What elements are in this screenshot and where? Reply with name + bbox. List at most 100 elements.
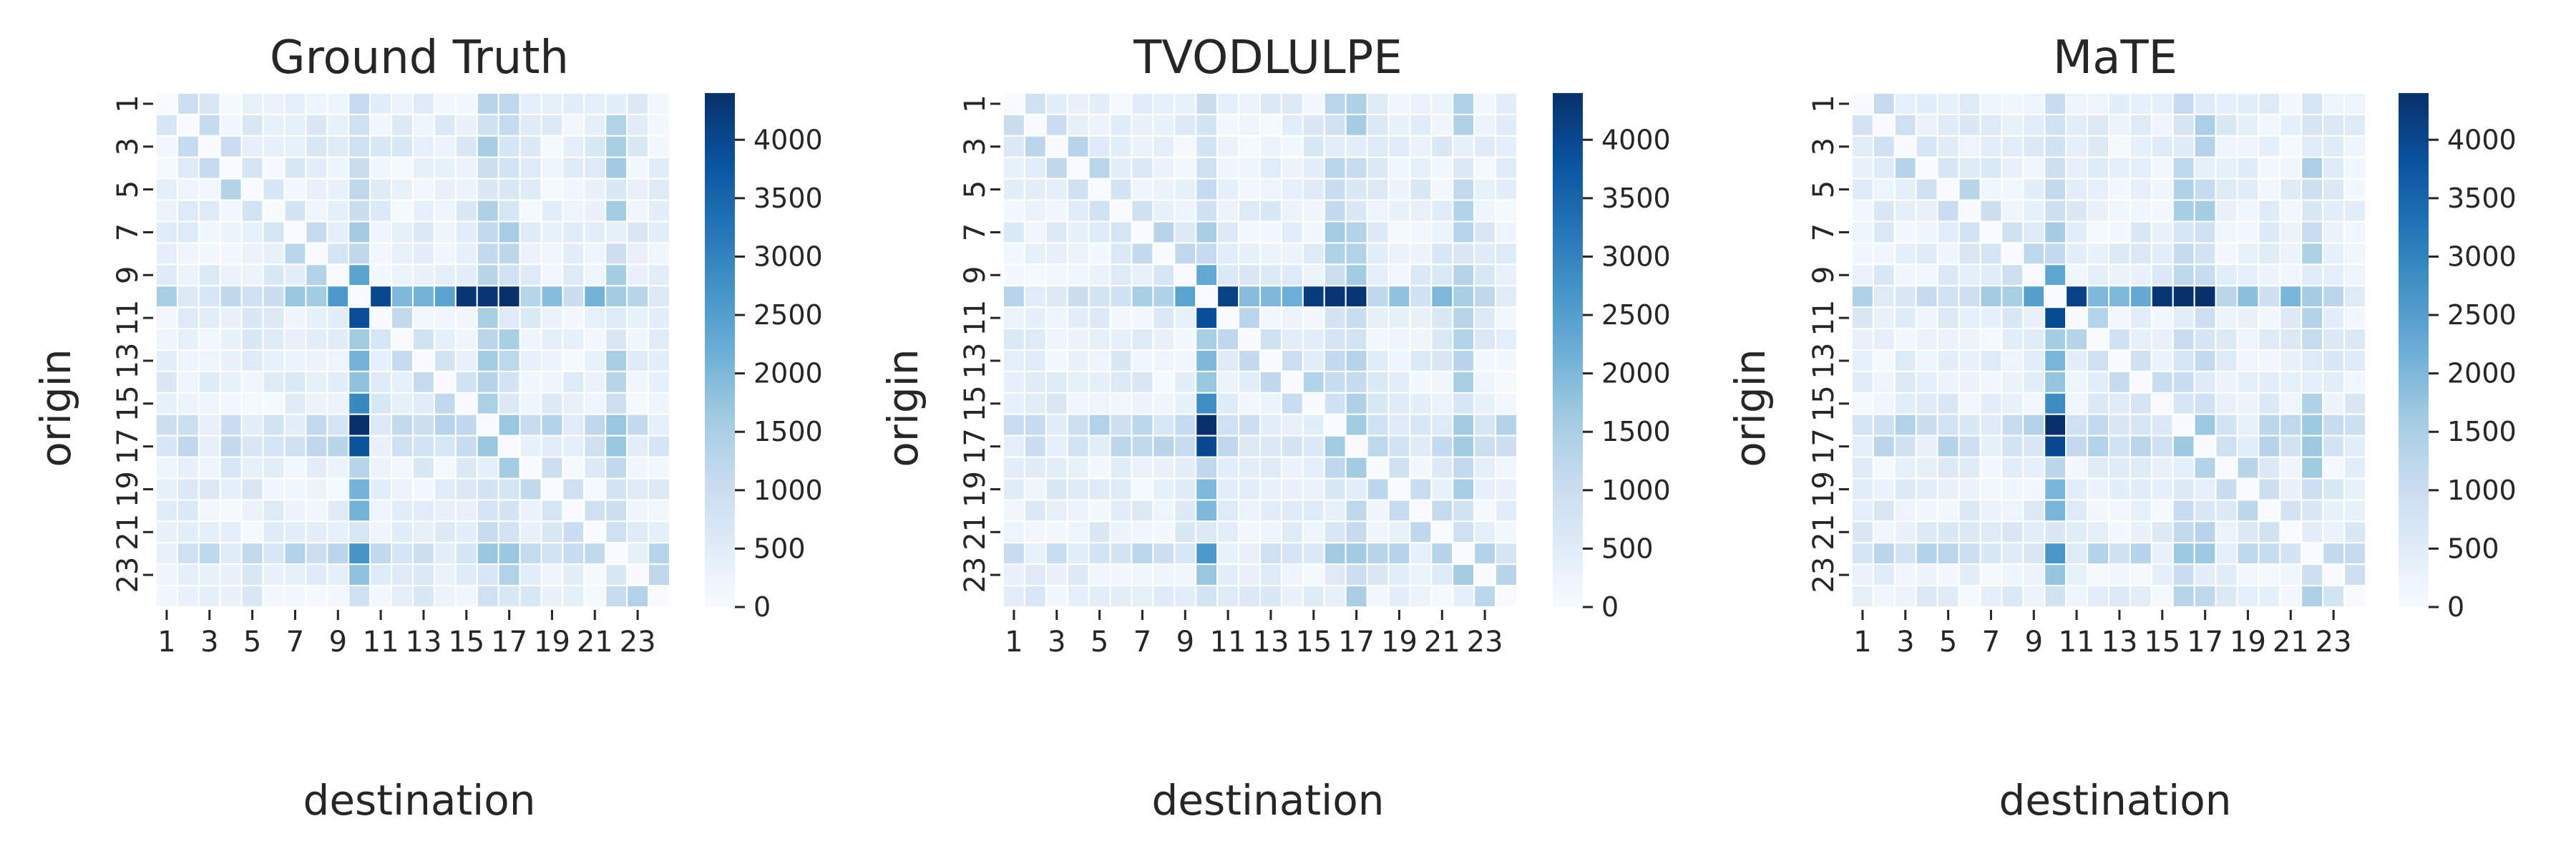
heatmap-cell [497, 499, 521, 523]
heatmap-cell [1023, 242, 1047, 266]
heatmap-cell [1280, 477, 1304, 501]
heatmap-cell [562, 585, 585, 608]
heatmap-cell [1195, 349, 1219, 372]
heatmap-cell [2193, 92, 2217, 115]
heatmap-cell [283, 370, 307, 394]
heatmap-cell [1979, 263, 2003, 287]
heatmap-cell [1345, 328, 1368, 351]
heatmap-cell [454, 585, 478, 608]
heatmap-cell [1280, 563, 1304, 587]
heatmap-cell [2044, 456, 2067, 480]
heatmap-cell [1387, 392, 1411, 415]
heatmap-cell [1387, 263, 1411, 287]
heatmap-cell [476, 585, 499, 608]
heatmap-cell [262, 135, 286, 158]
heatmap-cell [2322, 499, 2346, 523]
heatmap-cell [1872, 113, 1896, 137]
heatmap-cell [648, 263, 671, 287]
heatmap-cell [1045, 135, 1068, 158]
colorbar-tick-label: 1500 [753, 416, 823, 447]
heatmap-cell [1495, 263, 1518, 287]
heatmap-cell [155, 328, 178, 351]
heatmap-cell [497, 135, 521, 158]
heatmap-cell [1280, 349, 1304, 372]
heatmap-cell [1366, 263, 1390, 287]
heatmap-cell [1174, 392, 1197, 415]
heatmap-cell [1323, 392, 1347, 415]
heatmap-cell [1088, 156, 1111, 180]
heatmap-cell [1174, 520, 1197, 544]
heatmap-cell [1002, 156, 1025, 180]
heatmap-cell [1323, 328, 1347, 351]
x-axis-ticks: 1 3 5 7 9 11 13 15 17 19 21 23 [1005, 610, 1503, 659]
heatmap-cell [1851, 435, 1874, 458]
heatmap-cell [369, 413, 393, 437]
heatmap-cell [240, 370, 264, 394]
heatmap-cell [1195, 92, 1219, 115]
heatmap-cell [262, 563, 286, 587]
heatmap-cell [1452, 242, 1475, 266]
heatmap-cell [1893, 349, 1917, 372]
heatmap-cell [2343, 92, 2367, 115]
heatmap-cell [369, 349, 393, 372]
heatmap-cell [2001, 135, 2024, 158]
heatmap-cell [1495, 585, 1518, 608]
heatmap-cell [583, 585, 607, 608]
x-tick-label: 1 [1005, 626, 1023, 659]
heatmap-cell [1131, 563, 1154, 587]
heatmap-cell [412, 477, 435, 501]
heatmap-cell [562, 349, 585, 372]
heatmap-cell [540, 220, 564, 244]
heatmap-cell [562, 92, 585, 115]
heatmap-cell [2001, 156, 2024, 180]
heatmap-cell [1131, 585, 1154, 608]
heatmap-cell [1109, 199, 1133, 223]
heatmap-cell [155, 349, 178, 372]
heatmap-cell [1473, 242, 1497, 266]
heatmap-cell [540, 306, 564, 330]
heatmap-cell [369, 263, 393, 287]
heatmap-cell [1174, 499, 1197, 523]
heatmap-cell [1109, 392, 1133, 415]
heatmap-cell [2150, 499, 2174, 523]
heatmap-cell [2215, 242, 2238, 266]
heatmap-cell [1238, 563, 1261, 587]
heatmap-cell [1473, 156, 1497, 180]
heatmap-cell [283, 585, 307, 608]
heatmap-cell [1872, 499, 1896, 523]
heatmap-cell [540, 113, 564, 137]
heatmap-cell [562, 370, 585, 394]
heatmap-cell [1387, 563, 1411, 587]
heatmap-cell [326, 285, 350, 309]
heatmap-cell [1023, 370, 1047, 394]
heatmap-cell [1045, 306, 1068, 330]
heatmap-cell [626, 156, 650, 180]
heatmap-cell [2258, 156, 2281, 180]
heatmap-cell [283, 306, 307, 330]
heatmap-cell [1345, 92, 1368, 115]
heatmap-cell [605, 92, 628, 115]
heatmap-cell [262, 349, 286, 372]
heatmap-cell [1473, 113, 1497, 137]
heatmap-cell [1174, 199, 1197, 223]
heatmap-cell [1430, 199, 1454, 223]
heatmap-cell [1259, 499, 1282, 523]
heatmap-cell [476, 220, 499, 244]
heatmap-cell [2236, 413, 2260, 437]
heatmap-cell [1002, 563, 1025, 587]
heatmap-cell [2301, 285, 2324, 309]
heatmap-cell [1238, 199, 1261, 223]
heatmap-cell [1002, 520, 1025, 544]
heatmap-cell [648, 156, 671, 180]
heatmap-cell [1958, 563, 1981, 587]
heatmap-cell [1174, 285, 1197, 309]
heatmap-cell [2301, 156, 2324, 180]
heatmap-cell [2022, 392, 2046, 415]
heatmap-cell [519, 306, 542, 330]
heatmap-cell [1430, 499, 1454, 523]
heatmap-cell [348, 178, 371, 201]
heatmap-cell [326, 413, 350, 437]
heatmap-cell [1259, 542, 1282, 566]
heatmap-cell [605, 392, 628, 415]
heatmap-cell [2044, 477, 2067, 501]
